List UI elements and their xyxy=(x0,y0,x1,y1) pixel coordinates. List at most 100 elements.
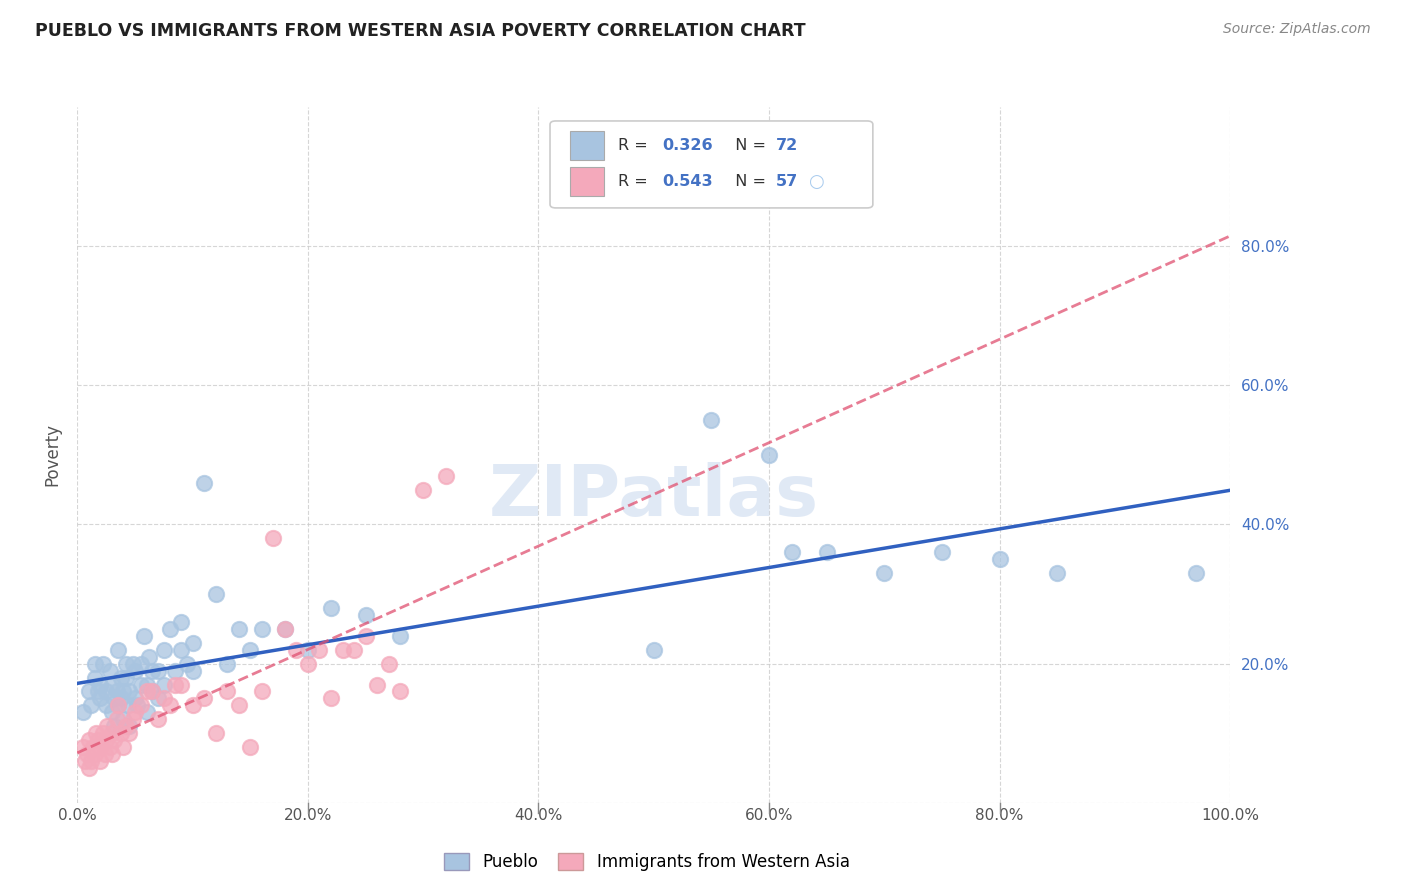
Point xyxy=(121,712,143,726)
Point xyxy=(114,671,136,685)
Point xyxy=(110,726,132,740)
FancyBboxPatch shape xyxy=(569,131,605,160)
Point xyxy=(297,657,319,671)
Text: ZIPatlas: ZIPatlas xyxy=(489,462,818,531)
Point xyxy=(101,706,124,720)
Point xyxy=(412,483,434,497)
Point xyxy=(121,657,143,671)
Point xyxy=(83,657,105,671)
FancyBboxPatch shape xyxy=(569,167,605,196)
Point xyxy=(89,740,111,755)
Legend: Pueblo, Immigrants from Western Asia: Pueblo, Immigrants from Western Asia xyxy=(436,845,858,880)
Point xyxy=(181,636,204,650)
Point xyxy=(153,642,176,657)
Point xyxy=(124,664,146,678)
Point xyxy=(815,545,838,559)
Point xyxy=(96,733,118,747)
Point xyxy=(931,545,953,559)
Point xyxy=(308,642,330,657)
Point xyxy=(110,671,132,685)
Point xyxy=(94,747,117,761)
Point xyxy=(250,684,273,698)
Point xyxy=(101,747,124,761)
Point xyxy=(118,726,141,740)
Point xyxy=(72,740,94,755)
Point xyxy=(129,698,152,713)
Point xyxy=(159,622,181,636)
Text: N =: N = xyxy=(725,137,772,153)
Point xyxy=(96,698,118,713)
Point xyxy=(153,677,176,691)
FancyBboxPatch shape xyxy=(550,121,873,208)
Point xyxy=(239,642,262,657)
Point xyxy=(89,754,111,768)
Point xyxy=(77,684,100,698)
Text: 0.543: 0.543 xyxy=(662,174,713,189)
Point xyxy=(89,677,111,691)
Y-axis label: Poverty: Poverty xyxy=(44,424,62,486)
Point xyxy=(135,706,157,720)
Point xyxy=(135,684,157,698)
Point xyxy=(118,719,141,733)
Point xyxy=(76,747,98,761)
Point xyxy=(274,622,297,636)
Point xyxy=(332,642,354,657)
Point xyxy=(103,719,125,733)
Point xyxy=(170,615,193,629)
Point xyxy=(114,719,136,733)
Point xyxy=(146,712,169,726)
Point xyxy=(80,754,103,768)
Point xyxy=(72,706,94,720)
Point xyxy=(87,684,110,698)
Point xyxy=(262,532,284,546)
Point xyxy=(181,664,204,678)
Point xyxy=(354,607,377,622)
Point xyxy=(80,698,103,713)
Point xyxy=(117,698,139,713)
Point xyxy=(98,664,121,678)
Text: R =: R = xyxy=(619,174,652,189)
Point xyxy=(366,677,388,691)
Point xyxy=(228,622,250,636)
Point xyxy=(82,740,104,755)
Point xyxy=(112,684,135,698)
Point xyxy=(141,684,163,698)
Point xyxy=(165,664,187,678)
Point xyxy=(77,733,100,747)
Point xyxy=(354,629,377,643)
Point xyxy=(135,677,157,691)
Point xyxy=(873,566,896,581)
Point xyxy=(165,677,187,691)
Point xyxy=(107,642,129,657)
Point xyxy=(127,698,149,713)
Text: 0.326: 0.326 xyxy=(662,137,713,153)
Point xyxy=(141,664,163,678)
Point xyxy=(700,413,723,427)
Point xyxy=(297,642,319,657)
Point xyxy=(643,642,665,657)
Text: Source: ZipAtlas.com: Source: ZipAtlas.com xyxy=(1223,22,1371,37)
Text: ○: ○ xyxy=(808,172,824,191)
Point xyxy=(758,448,780,462)
Point xyxy=(89,691,111,706)
Point xyxy=(153,691,176,706)
Point xyxy=(250,622,273,636)
Point xyxy=(101,726,124,740)
Point xyxy=(96,719,118,733)
Point xyxy=(988,552,1011,566)
Point xyxy=(319,601,342,615)
Point xyxy=(110,691,132,706)
Point xyxy=(1184,566,1206,581)
Point xyxy=(228,698,250,713)
Point xyxy=(141,684,163,698)
Point xyxy=(377,657,399,671)
Point xyxy=(434,468,457,483)
Point xyxy=(389,629,412,643)
Point xyxy=(193,475,215,490)
Point xyxy=(170,677,193,691)
Point xyxy=(118,684,141,698)
Point xyxy=(87,733,110,747)
Point xyxy=(105,684,128,698)
Point xyxy=(176,657,198,671)
Point xyxy=(124,706,146,720)
